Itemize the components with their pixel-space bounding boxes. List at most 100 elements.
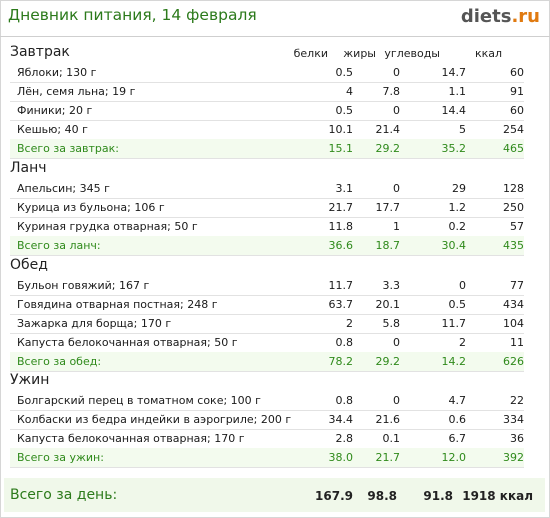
protein-value: 11.8: [328, 220, 354, 233]
food-row[interactable]: Капуста белокочанная отварная; 50 г 0.8 0 2…: [10, 333, 524, 353]
protein-value: 0.5: [335, 66, 354, 79]
meal-total-label: Всего за ланч:: [17, 239, 101, 252]
column-protein: белки: [293, 47, 328, 60]
carbs-value: 2: [459, 336, 466, 349]
page-title: Дневник питания, 14 февраля: [8, 6, 257, 24]
food-name: Лён, семя льна; 19 г: [17, 85, 136, 98]
kcal-value: 128: [503, 182, 524, 195]
food-row[interactable]: Болгарский перец в томатном соке; 100 г 0…: [10, 391, 524, 411]
protein-value: 15.1: [328, 142, 354, 155]
fat-value: 29.2: [375, 142, 401, 155]
food-row[interactable]: Финики; 20 г 0.5 0 14.4 60: [10, 101, 524, 121]
site-logo[interactable]: diets.ru: [461, 6, 540, 27]
food-name: Болгарский перец в томатном соке; 100 г: [17, 394, 261, 407]
food-row[interactable]: Колбаски из бедра индейки в аэрогриле; 2…: [10, 410, 524, 430]
food-row[interactable]: Кешью; 40 г 10.1 21.4 5 254: [10, 120, 524, 140]
carbs-value: 29: [452, 182, 466, 195]
column-carbs: углеводы: [384, 47, 440, 60]
kcal-value: 57: [510, 220, 524, 233]
carbs-value: 0: [459, 279, 466, 292]
protein-value: 36.6: [328, 239, 354, 252]
carbs-value: 12.0: [441, 451, 467, 464]
day-total-protein: 167.9: [315, 489, 353, 503]
protein-value: 0.8: [335, 394, 354, 407]
kcal-value: 36: [510, 432, 524, 445]
fat-value: 18.7: [375, 239, 401, 252]
kcal-value: 60: [510, 66, 524, 79]
fat-value: 3.3: [382, 279, 401, 292]
kcal-value: 392: [503, 451, 524, 464]
fat-value: 21.7: [375, 451, 401, 464]
food-name: Финики; 20 г: [17, 104, 93, 117]
kcal-value: 250: [503, 201, 524, 214]
protein-value: 2.8: [335, 432, 354, 445]
page-header: Дневник питания, 14 февраля diets.ru: [8, 6, 542, 28]
carbs-value: 14.4: [441, 104, 467, 117]
meal-total-label: Всего за обед:: [17, 355, 102, 368]
column-fat: жиры: [343, 47, 376, 60]
meal-total-label: Всего за завтрак:: [17, 142, 120, 155]
kcal-value: 465: [503, 142, 524, 155]
meal-total-row: Всего за ужин: 38.0 21.7 12.0 392: [10, 448, 524, 468]
fat-value: 7.8: [382, 85, 401, 98]
food-name: Колбаски из бедра индейки в аэрогриле; 2…: [17, 413, 292, 426]
fat-value: 0: [393, 336, 400, 349]
food-name: Яблоки; 130 г: [17, 66, 97, 79]
kcal-value: 334: [503, 413, 524, 426]
day-total-carbs: 91.8: [423, 489, 453, 503]
fat-value: 0.1: [382, 432, 401, 445]
food-row[interactable]: Капуста белокочанная отварная; 170 г 2.8 0…: [10, 429, 524, 449]
food-name: Апельсин; 345 г: [17, 182, 110, 195]
kcal-value: 60: [510, 104, 524, 117]
kcal-value: 11: [510, 336, 524, 349]
fat-value: 5.8: [382, 317, 401, 330]
fat-value: 1: [393, 220, 400, 233]
header-divider: [0, 36, 550, 37]
kcal-value: 626: [503, 355, 524, 368]
food-name: Капуста белокочанная отварная; 170 г: [17, 432, 245, 445]
food-row[interactable]: Яблоки; 130 г 0.5 0 14.7 60: [10, 63, 524, 83]
carbs-value: 0.2: [448, 220, 467, 233]
protein-value: 11.7: [328, 279, 354, 292]
protein-value: 21.7: [328, 201, 354, 214]
kcal-value: 104: [503, 317, 524, 330]
protein-value: 4: [346, 85, 353, 98]
food-row[interactable]: Курица из бульона; 106 г 21.7 17.7 1.2 250: [10, 198, 524, 218]
fat-value: 20.1: [375, 298, 401, 311]
fat-value: 29.2: [375, 355, 401, 368]
fat-value: 0: [393, 394, 400, 407]
food-row[interactable]: Бульон говяжий; 167 г 11.7 3.3 0 77: [10, 276, 524, 296]
carbs-value: 14.7: [441, 66, 467, 79]
fat-value: 0: [393, 104, 400, 117]
fat-value: 0: [393, 66, 400, 79]
kcal-value: 435: [503, 239, 524, 252]
food-row[interactable]: Лён, семя льна; 19 г 4 7.8 1.1 91: [10, 82, 524, 102]
protein-value: 38.0: [328, 451, 354, 464]
protein-value: 78.2: [328, 355, 354, 368]
food-name: Куриная грудка отварная; 50 г: [17, 220, 198, 233]
carbs-value: 5: [459, 123, 466, 136]
fat-value: 17.7: [375, 201, 401, 214]
food-row[interactable]: Куриная грудка отварная; 50 г 11.8 1 0.2 57: [10, 217, 524, 237]
carbs-value: 0.5: [448, 298, 467, 311]
fat-value: 0: [393, 182, 400, 195]
food-row[interactable]: Апельсин; 345 г 3.1 0 29 128: [10, 179, 524, 199]
logo-tld: .ru: [511, 6, 540, 27]
food-row[interactable]: Зажарка для борща; 170 г 2 5.8 11.7 104: [10, 314, 524, 334]
food-row[interactable]: Говядина отварная постная; 248 г 63.7 20.1…: [10, 295, 524, 315]
fat-value: 21.6: [375, 413, 401, 426]
carbs-value: 4.7: [448, 394, 467, 407]
protein-value: 63.7: [328, 298, 354, 311]
day-total-fat: 98.8: [367, 489, 397, 503]
protein-value: 2: [346, 317, 353, 330]
protein-value: 0.8: [335, 336, 354, 349]
carbs-value: 0.6: [448, 413, 467, 426]
meal-title: Ланч: [10, 160, 47, 176]
logo-main: diets: [460, 6, 512, 27]
carbs-value: 35.2: [441, 142, 467, 155]
food-name: Кешью; 40 г: [17, 123, 88, 136]
meal-total-row: Всего за завтрак: 15.1 29.2 35.2 465: [10, 139, 524, 159]
day-total: Всего за день: 167.9 98.8 91.8 1918 ккал: [4, 478, 545, 512]
kcal-value: 77: [510, 279, 524, 292]
meal-title: Завтрак: [10, 44, 70, 60]
